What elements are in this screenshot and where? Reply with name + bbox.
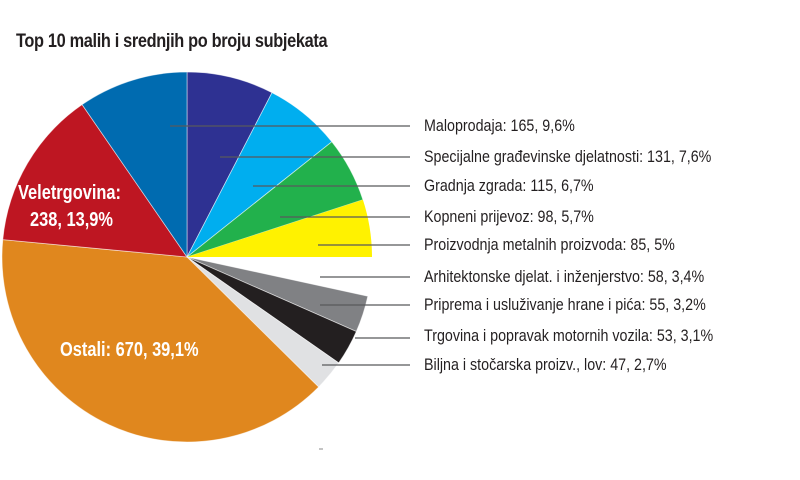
legend-item-maloprodaja: Maloprodaja: 165, 9,6% (424, 116, 575, 135)
legend-item-trgovina: Trgovina i popravak motornih vozila: 53,… (424, 326, 714, 345)
label-ostali: Ostali: 670, 39,1% (60, 339, 199, 361)
legend-item-kopneni: Kopneni prijevoz: 98, 5,7% (424, 207, 594, 226)
slice-maloprodaja (81, 71, 188, 259)
legend-item-specijalne: Specijalne građevinske djelatnosti: 131,… (424, 147, 712, 166)
chart-title: Top 10 malih i srednjih po broju subjeka… (16, 31, 328, 52)
label-veletrgovina-name: Veletrgovina: (18, 182, 121, 204)
slice-proizvodnja-metalnih (187, 199, 372, 257)
slice-kopneni-prijevoz (186, 141, 364, 258)
legend-item-proizvodnja: Proizvodnja metalnih proizvoda: 85, 5% (424, 235, 675, 254)
slice-ostali (1, 239, 320, 443)
legend-item-biljna: Biljna i stočarska proizv., lov: 47, 2,7… (424, 355, 667, 374)
legend-item-arhitektonske: Arhitektonske djelat. i inženjerstvo: 58… (424, 267, 705, 286)
legend-item-gradnja: Gradnja zgrada: 115, 6,7% (424, 176, 594, 195)
label-veletrgovina-value: 238, 13,9% (30, 209, 113, 231)
slice-veletrgovina (2, 104, 188, 258)
legend-item-priprema: Priprema i usluživanje hrane i pića: 55,… (424, 295, 706, 314)
